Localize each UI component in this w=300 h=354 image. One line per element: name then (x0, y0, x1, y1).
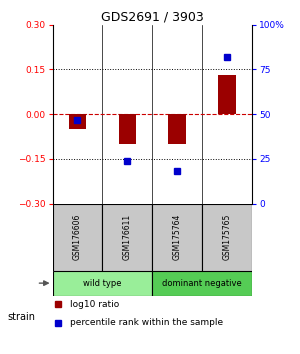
Text: GSM176611: GSM176611 (123, 214, 132, 260)
Bar (69, 114, 86, 129)
Bar (52, 204, 102, 270)
Bar (52, 270, 152, 296)
Bar (202, 204, 252, 270)
Text: strain: strain (8, 312, 35, 322)
Bar (102, 204, 152, 270)
Bar (118, 114, 136, 144)
Bar (152, 270, 252, 296)
Title: GDS2691 / 3903: GDS2691 / 3903 (101, 11, 204, 24)
Text: GSM176606: GSM176606 (73, 214, 82, 260)
Text: GSM175765: GSM175765 (223, 214, 232, 260)
Text: GSM175764: GSM175764 (173, 214, 182, 260)
Text: log10 ratio: log10 ratio (70, 299, 120, 309)
Text: percentile rank within the sample: percentile rank within the sample (70, 318, 224, 327)
Text: wild type: wild type (83, 279, 122, 288)
Bar (152, 204, 202, 270)
Bar (218, 75, 236, 114)
Text: dominant negative: dominant negative (162, 279, 242, 288)
Bar (169, 114, 186, 144)
